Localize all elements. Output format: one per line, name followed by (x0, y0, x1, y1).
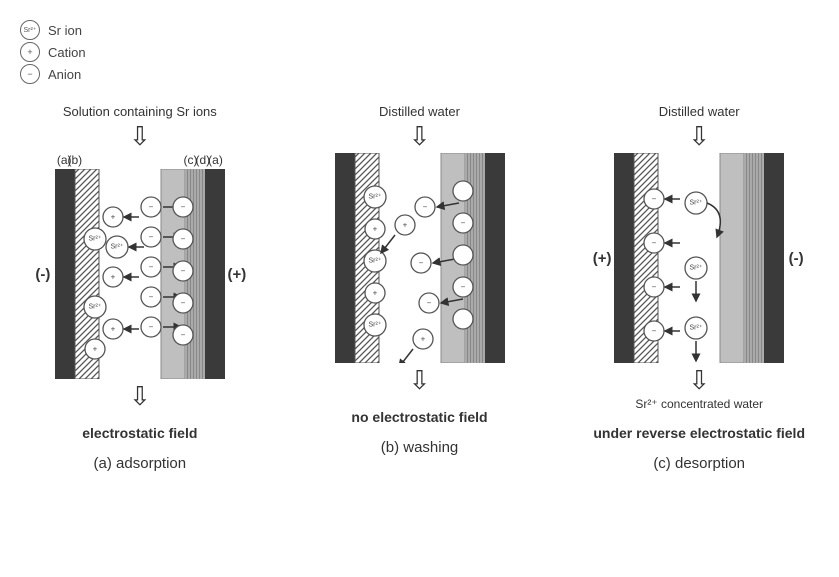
svg-text:−: − (180, 331, 185, 340)
svg-text:−: − (652, 283, 657, 292)
svg-text:Sr²⁺: Sr²⁺ (690, 265, 703, 272)
svg-text:−: − (180, 235, 185, 244)
svg-text:+: + (420, 335, 425, 344)
panel-adsorption: Solution containing Sr ions ⇩ (a) (b) (c… (20, 104, 260, 472)
svg-text:Sr²⁺: Sr²⁺ (368, 258, 381, 265)
top-label-desorption: Distilled water (659, 104, 740, 119)
legend-cation-label: Cation (48, 45, 86, 60)
svg-text:Sr²⁺: Sr²⁺ (88, 236, 101, 243)
layer-labels: (a) (b) (c) (d) (a) (55, 153, 225, 167)
legend-anion-label: Anion (48, 67, 81, 82)
svg-text:−: − (180, 299, 185, 308)
svg-text:−: − (652, 195, 657, 204)
inlet-arrow-icon: ⇩ (409, 123, 431, 149)
svg-text:+: + (372, 289, 377, 298)
svg-text:−: − (652, 239, 657, 248)
outlet-arrow-icon: ⇩ (129, 383, 151, 409)
svg-text:Sr²⁺: Sr²⁺ (690, 325, 703, 332)
panel-washing: Distilled water ⇩ Sr²⁺+Sr²⁺+Sr²⁺+−−−+−− … (300, 104, 540, 472)
sr-ion-icon: Sr²⁺ (20, 20, 40, 40)
svg-text:−: − (148, 233, 153, 242)
svg-text:+: + (110, 325, 115, 334)
svg-text:Sr²⁺: Sr²⁺ (110, 244, 123, 251)
svg-text:−: − (460, 219, 465, 228)
svg-text:Sr²⁺: Sr²⁺ (368, 322, 381, 329)
svg-text:−: − (180, 203, 185, 212)
svg-text:+: + (92, 345, 97, 354)
top-label-adsorption: Solution containing Sr ions (63, 104, 217, 119)
caption-washing: (b) washing (381, 439, 459, 456)
left-terminal: (-) (31, 266, 55, 283)
top-label-washing: Distilled water (379, 104, 460, 119)
right-terminal: (+) (225, 266, 249, 283)
svg-text:+: + (372, 225, 377, 234)
field-label-washing: no electrostatic field (351, 409, 487, 425)
cation-icon: + (20, 42, 40, 62)
outlet-arrow-icon: ⇩ (409, 367, 431, 393)
svg-text:−: − (422, 203, 427, 212)
svg-text:Sr²⁺: Sr²⁺ (88, 304, 101, 311)
right-terminal: (-) (784, 250, 808, 267)
caption-adsorption: (a) adsorption (94, 455, 187, 472)
svg-text:−: − (418, 259, 423, 268)
svg-text:−: − (148, 263, 153, 272)
svg-text:Sr²⁺: Sr²⁺ (368, 194, 381, 201)
anion-icon: − (20, 64, 40, 84)
legend: Sr²⁺ Sr ion + Cation − Anion (20, 20, 819, 84)
svg-text:+: + (110, 213, 115, 222)
legend-anion: − Anion (20, 64, 819, 84)
svg-text:−: − (652, 327, 657, 336)
svg-text:−: − (460, 283, 465, 292)
svg-text:+: + (402, 221, 407, 230)
legend-sr: Sr²⁺ Sr ion (20, 20, 819, 40)
field-label-adsorption: electrostatic field (82, 425, 197, 441)
svg-text:−: − (180, 267, 185, 276)
outlet-label: Sr²⁺ concentrated water (635, 397, 763, 411)
legend-sr-label: Sr ion (48, 23, 82, 38)
svg-text:+: + (110, 273, 115, 282)
panels: Solution containing Sr ions ⇩ (a) (b) (c… (20, 104, 819, 472)
outlet-arrow-icon: ⇩ (688, 367, 710, 393)
cell-desorption: − − − − Sr²⁺ Sr²⁺ Sr²⁺ (614, 153, 784, 363)
svg-text:−: − (148, 203, 153, 212)
caption-desorption: (c) desorption (653, 455, 745, 472)
svg-text:−: − (148, 323, 153, 332)
inlet-arrow-icon: ⇩ (129, 123, 151, 149)
cell-adsorption: + Sr²⁺ Sr²⁺ + Sr²⁺ + + − − − − − − − − − − (55, 169, 225, 379)
inlet-arrow-icon: ⇩ (688, 123, 710, 149)
svg-text:Sr²⁺: Sr²⁺ (690, 200, 703, 207)
svg-text:−: − (148, 293, 153, 302)
cell-washing: Sr²⁺ + Sr²⁺ + Sr²⁺ + − − − + − − (335, 153, 505, 363)
panel-desorption: Distilled water ⇩ (+) − − − − Sr²⁺ Sr²⁺ Sr²⁺ (… (579, 104, 819, 472)
field-label-desorption: under reverse electrostatic field (593, 425, 805, 441)
legend-cation: + Cation (20, 42, 819, 62)
svg-text:−: − (426, 299, 431, 308)
left-terminal: (+) (590, 250, 614, 267)
